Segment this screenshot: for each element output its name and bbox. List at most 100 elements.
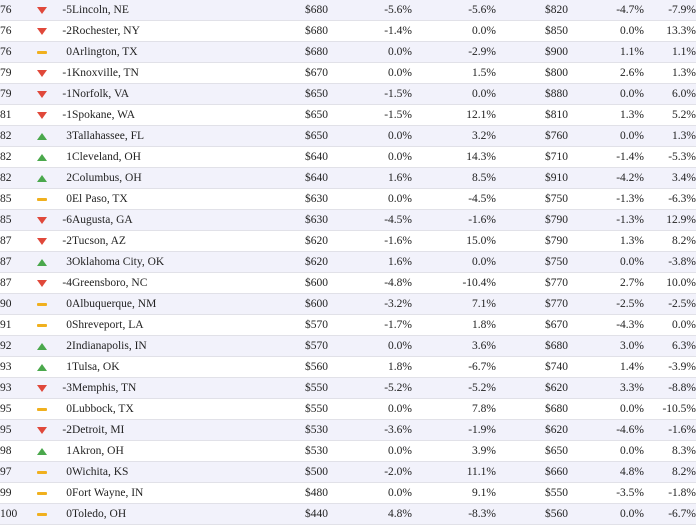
rent-2br-yearly-change-cell: -3.9% <box>644 356 696 378</box>
rent-2br-monthly-change-cell: -4.6% <box>568 419 644 441</box>
rank-cell: 85 <box>0 209 34 231</box>
rent-2br-monthly-change-cell: 1.1% <box>568 41 644 63</box>
arrow-up-icon <box>37 174 47 182</box>
rent-2br-yearly-change-cell: 12.9% <box>644 209 696 231</box>
rent-1br-monthly-change-cell: -1.7% <box>328 314 412 336</box>
city-cell: Cleveland, OH <box>72 146 266 168</box>
rent-2br-monthly-change-cell: 0.0% <box>568 125 644 147</box>
rent-1br-monthly-change-cell: -4.5% <box>328 209 412 231</box>
change-indicator-cell <box>34 314 50 336</box>
city-cell: Arlington, TX <box>72 41 266 63</box>
rent-1br-monthly-change-cell: 0.0% <box>328 440 412 462</box>
arrow-up-icon <box>37 132 47 140</box>
rank-change-cell: 0 <box>50 461 72 483</box>
change-indicator-cell <box>34 503 50 525</box>
city-cell: Tucson, AZ <box>72 230 266 252</box>
rent-1br-yearly-change-cell: 0.0% <box>412 251 496 273</box>
change-indicator-cell <box>34 83 50 105</box>
arrow-down-icon <box>37 111 47 119</box>
table-row: 82 3 Tallahassee, FL $650 0.0% 3.2% $760 0.0% 1.… <box>0 125 696 147</box>
change-indicator-cell <box>34 146 50 168</box>
rent-2br-cell: $680 <box>496 398 568 420</box>
rent-2br-cell: $550 <box>496 482 568 504</box>
rent-2br-monthly-change-cell: 0.0% <box>568 440 644 462</box>
rank-change-cell: 1 <box>50 440 72 462</box>
rent-2br-yearly-change-cell: 6.0% <box>644 83 696 105</box>
rent-1br-yearly-change-cell: 9.1% <box>412 482 496 504</box>
rent-1br-yearly-change-cell: 3.2% <box>412 125 496 147</box>
rent-2br-monthly-change-cell: 0.0% <box>568 20 644 42</box>
rent-2br-cell: $770 <box>496 293 568 315</box>
rent-2br-cell: $910 <box>496 167 568 189</box>
city-cell: Albuquerque, NM <box>72 293 266 315</box>
rank-cell: 79 <box>0 62 34 84</box>
arrow-down-icon <box>37 216 47 224</box>
rent-1br-monthly-change-cell: -3.6% <box>328 419 412 441</box>
table-row: 99 0 Fort Wayne, IN $480 0.0% 9.1% $550 -3.5% -1… <box>0 482 696 504</box>
table-row: 98 1 Akron, OH $530 0.0% 3.9% $650 0.0% 8.3% <box>0 440 696 462</box>
rank-cell: 79 <box>0 83 34 105</box>
rent-2br-monthly-change-cell: 3.3% <box>568 377 644 399</box>
rank-cell: 81 <box>0 104 34 126</box>
rent-1br-monthly-change-cell: -1.5% <box>328 83 412 105</box>
rent-1br-yearly-change-cell: 12.1% <box>412 104 496 126</box>
rent-1br-yearly-change-cell: 11.1% <box>412 461 496 483</box>
rank-change-cell: 2 <box>50 167 72 189</box>
rank-change-cell: 0 <box>50 293 72 315</box>
rent-1br-monthly-change-cell: -4.8% <box>328 272 412 294</box>
rank-cell: 76 <box>0 20 34 42</box>
rank-cell: 97 <box>0 461 34 483</box>
table-row: 92 2 Indianapolis, IN $570 0.0% 3.6% $680 3.0% 6… <box>0 335 696 357</box>
rank-cell: 95 <box>0 398 34 420</box>
rent-1br-yearly-change-cell: -10.4% <box>412 272 496 294</box>
change-indicator-cell <box>34 419 50 441</box>
rent-2br-yearly-change-cell: -6.7% <box>644 503 696 525</box>
city-cell: Fort Wayne, IN <box>72 482 266 504</box>
rank-change-cell: -5 <box>50 0 72 21</box>
rank-cell: 95 <box>0 419 34 441</box>
change-indicator-cell <box>34 251 50 273</box>
rent-2br-yearly-change-cell: 13.3% <box>644 20 696 42</box>
change-indicator-cell <box>34 188 50 210</box>
rent-2br-cell: $800 <box>496 62 568 84</box>
rent-1br-monthly-change-cell: -3.2% <box>328 293 412 315</box>
rent-1br-monthly-change-cell: -1.6% <box>328 230 412 252</box>
rent-1br-monthly-change-cell: 0.0% <box>328 335 412 357</box>
change-indicator-cell <box>34 398 50 420</box>
rent-1br-yearly-change-cell: 8.5% <box>412 167 496 189</box>
arrow-up-icon <box>37 153 47 161</box>
rent-1br-cell: $570 <box>266 335 328 357</box>
rent-2br-yearly-change-cell: -8.8% <box>644 377 696 399</box>
rank-change-cell: 1 <box>50 356 72 378</box>
rent-2br-cell: $750 <box>496 188 568 210</box>
no-change-dash-icon <box>37 470 47 474</box>
rank-change-cell: -1 <box>50 83 72 105</box>
table-row: 87 3 Oklahoma City, OK $620 1.6% 0.0% $750 0.0%… <box>0 251 696 273</box>
change-indicator-cell <box>34 125 50 147</box>
rent-1br-monthly-change-cell: 1.6% <box>328 251 412 273</box>
no-change-dash-icon <box>37 50 47 54</box>
rent-1br-cell: $640 <box>266 167 328 189</box>
table-row: 87 -2 Tucson, AZ $620 -1.6% 15.0% $790 1.3% 8.2% <box>0 230 696 252</box>
city-cell: Lincoln, NE <box>72 0 266 21</box>
rent-2br-cell: $900 <box>496 41 568 63</box>
city-cell: Tulsa, OK <box>72 356 266 378</box>
rent-2br-cell: $850 <box>496 20 568 42</box>
rank-change-cell: -6 <box>50 209 72 231</box>
rent-2br-monthly-change-cell: 1.4% <box>568 356 644 378</box>
table-row: 93 -3 Memphis, TN $550 -5.2% -5.2% $620 3.3% -8.… <box>0 377 696 399</box>
rent-1br-cell: $630 <box>266 209 328 231</box>
rank-cell: 90 <box>0 293 34 315</box>
table-row: 76 -5 Lincoln, NE $680 -5.6% -5.6% $820 -4.7% -7… <box>0 0 696 21</box>
city-cell: Knoxville, TN <box>72 62 266 84</box>
table-row: 81 -1 Spokane, WA $650 -1.5% 12.1% $810 1.3% 5.2… <box>0 104 696 126</box>
city-cell: Spokane, WA <box>72 104 266 126</box>
rent-1br-cell: $650 <box>266 104 328 126</box>
rent-2br-yearly-change-cell: -3.8% <box>644 251 696 273</box>
arrow-up-icon <box>37 258 47 266</box>
city-cell: Augusta, GA <box>72 209 266 231</box>
rent-1br-cell: $480 <box>266 482 328 504</box>
city-cell: Shreveport, LA <box>72 314 266 336</box>
table-row: 79 -1 Norfolk, VA $650 -1.5% 0.0% $880 0.0% 6.0% <box>0 83 696 105</box>
